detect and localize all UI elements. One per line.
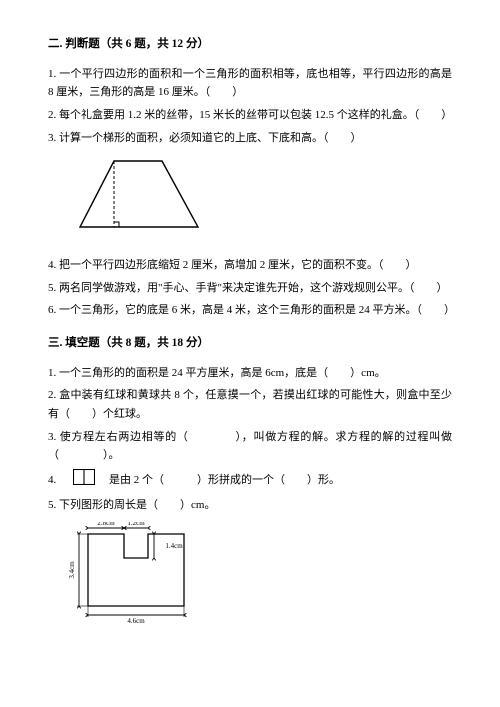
s2-q1: 1. 一个平行四边形的面积和一个三角形的面积相等，底也相等，平行四边形的高是 8… bbox=[48, 65, 452, 102]
section3-title: 三. 填空题（共 8 题，共 18 分） bbox=[48, 334, 452, 354]
s3-q5: 5. 下列图形的周长是（ ）cm。 bbox=[48, 496, 452, 515]
s3-q4: 4. 是由 2 个（ ）形拼成的一个（ ）形。 bbox=[48, 469, 452, 492]
double-box-icon bbox=[73, 469, 95, 492]
section2-title: 二. 判断题（共 6 题，共 12 分） bbox=[48, 35, 452, 55]
double-box-svg bbox=[73, 469, 95, 485]
svg-text:3.4cm: 3.4cm bbox=[68, 561, 76, 579]
perimeter-svg: 4.6cm 3.4cm 2.8cm 1.2cm 1.4cm bbox=[66, 522, 196, 632]
svg-text:4.6cm: 4.6cm bbox=[127, 617, 145, 625]
svg-text:2.8cm: 2.8cm bbox=[97, 522, 115, 527]
s3-q1: 1. 一个三角形的的面积是 24 平方厘米，高是 6cm，底是（ ）cm。 bbox=[48, 364, 452, 383]
s3-q2: 2. 盒中装有红球和黄球共 8 个，任意摸一个，若摸出红球的可能性大，则盒中至少… bbox=[48, 386, 452, 423]
s3-q4-prefix: 4. bbox=[48, 474, 70, 486]
s2-q2: 2. 每个礼盒要用 1.2 米的丝带，15 米长的丝带可以包装 12.5 个这样… bbox=[48, 106, 452, 125]
s3-q4-suffix: 是由 2 个（ ）形拼成的一个（ ）形。 bbox=[98, 474, 340, 486]
perimeter-figure: 4.6cm 3.4cm 2.8cm 1.2cm 1.4cm bbox=[66, 522, 452, 639]
trapezoid-figure bbox=[66, 155, 452, 242]
s2-q5: 5. 两名同学做游戏，用"手心、手背"来决定谁先开始，这个游戏规则公平。（ ） bbox=[48, 279, 452, 298]
s2-q3: 3. 计算一个梯形的面积，必须知道它的上底、下底和高。（ ） bbox=[48, 129, 452, 148]
s2-q4: 4. 把一个平行四边形底缩短 2 厘米，高增加 2 厘米，它的面积不变。（ ） bbox=[48, 256, 452, 275]
s3-q3: 3. 使方程左右两边相等的（ ），叫做方程的解。求方程的解的过程叫做（ ）。 bbox=[48, 428, 452, 465]
svg-text:1.2cm: 1.2cm bbox=[127, 522, 145, 527]
svg-text:1.4cm: 1.4cm bbox=[165, 542, 183, 550]
trapezoid-svg bbox=[66, 155, 206, 235]
s2-q6: 6. 一个三角形，它的底是 6 米，高是 4 米，这个三角形的面积是 24 平方… bbox=[48, 301, 452, 320]
